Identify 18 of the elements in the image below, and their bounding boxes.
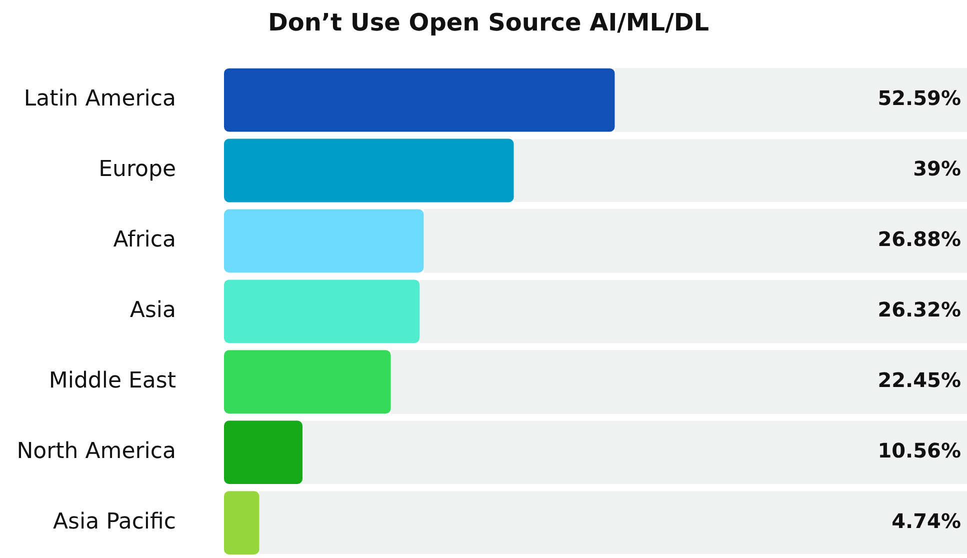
bar: [224, 420, 302, 484]
data-label: 39%: [913, 156, 961, 181]
data-label: 26.32%: [878, 298, 961, 322]
bar: [224, 350, 391, 414]
y-tick-label: Europe: [98, 157, 176, 182]
y-tick-label: Asia: [130, 298, 176, 324]
y-tick-label: North America: [16, 439, 176, 464]
data-label: 22.45%: [878, 368, 961, 392]
bar: [224, 491, 260, 554]
y-tick-label: Africa: [113, 228, 176, 253]
data-label: 52.59%: [878, 86, 961, 110]
data-label: 4.74%: [892, 508, 961, 533]
y-tick-label: Middle East: [48, 368, 176, 394]
chart-title: Don’t Use Open Source AI/ML/DL: [268, 8, 710, 37]
data-label: 10.56%: [878, 438, 961, 463]
data-label: 26.88%: [878, 227, 961, 252]
y-tick-label: Latin America: [24, 86, 176, 112]
y-tick-label: Asia Pacific: [52, 509, 176, 534]
